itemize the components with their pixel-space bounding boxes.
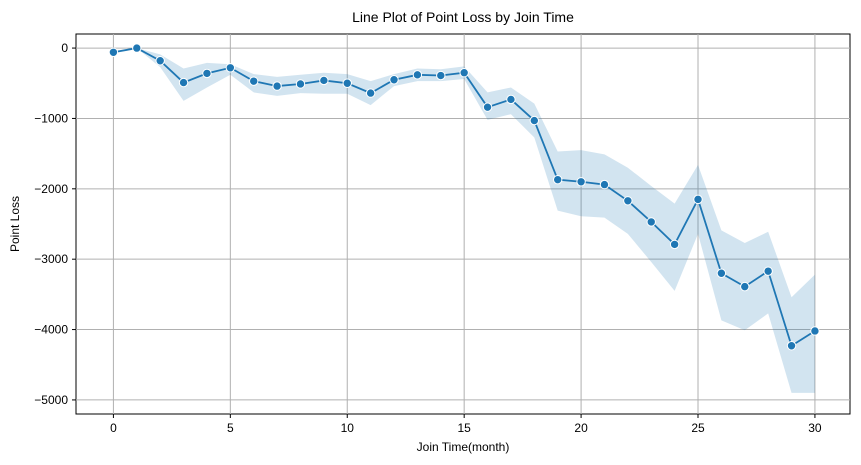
data-point <box>810 326 820 336</box>
y-tick-label: −4000 <box>34 323 68 337</box>
data-point <box>319 75 329 86</box>
plot-frame <box>75 33 851 415</box>
data-point <box>249 76 259 86</box>
data-point <box>646 217 656 227</box>
x-tick-label: 0 <box>110 421 117 435</box>
data-point <box>576 177 586 187</box>
y-tick-label: −2000 <box>34 182 68 196</box>
y-axis-label: Point Loss <box>8 196 22 252</box>
data-point <box>716 268 727 278</box>
data-point <box>342 78 352 88</box>
x-tick-label: 30 <box>808 421 822 435</box>
x-axis-ticks: 0 5 10 15 20 25 30 <box>110 414 822 435</box>
x-tick-label: 25 <box>691 421 705 435</box>
data-point <box>623 196 633 206</box>
y-tick-label: 0 <box>61 41 68 55</box>
data-point <box>786 341 797 351</box>
data-point <box>553 174 563 185</box>
data-point <box>763 266 773 276</box>
data-point <box>202 68 212 79</box>
x-tick-label: 15 <box>457 421 471 435</box>
data-point <box>693 194 703 205</box>
grid <box>76 34 850 414</box>
data-markers <box>108 43 820 351</box>
data-point <box>529 115 540 126</box>
x-tick-label: 20 <box>574 421 588 435</box>
data-point <box>132 43 142 53</box>
data-point <box>295 79 306 89</box>
data-point <box>178 77 189 88</box>
x-axis-label: Join Time(month) <box>417 440 510 454</box>
data-point <box>482 102 493 112</box>
data-point <box>740 281 750 292</box>
data-point <box>365 88 376 98</box>
data-point <box>225 63 236 73</box>
data-point <box>506 94 516 105</box>
data-point <box>389 75 399 85</box>
y-tick-label: −5000 <box>34 393 68 407</box>
data-point <box>436 70 446 81</box>
data-point <box>412 70 423 80</box>
data-point <box>272 81 282 91</box>
data-point <box>669 239 680 250</box>
data-point <box>599 179 610 190</box>
x-tick-label: 5 <box>227 421 234 435</box>
data-point <box>155 56 165 66</box>
data-point <box>459 68 469 78</box>
y-tick-label: −1000 <box>34 111 68 125</box>
data-point <box>108 47 119 57</box>
chart-title: Line Plot of Point Loss by Join Time <box>352 9 574 25</box>
y-tick-label: −3000 <box>34 252 68 266</box>
y-axis-ticks: 0 −1000 −2000 −3000 −4000 −5000 <box>34 41 76 407</box>
x-tick-label: 10 <box>341 421 355 435</box>
